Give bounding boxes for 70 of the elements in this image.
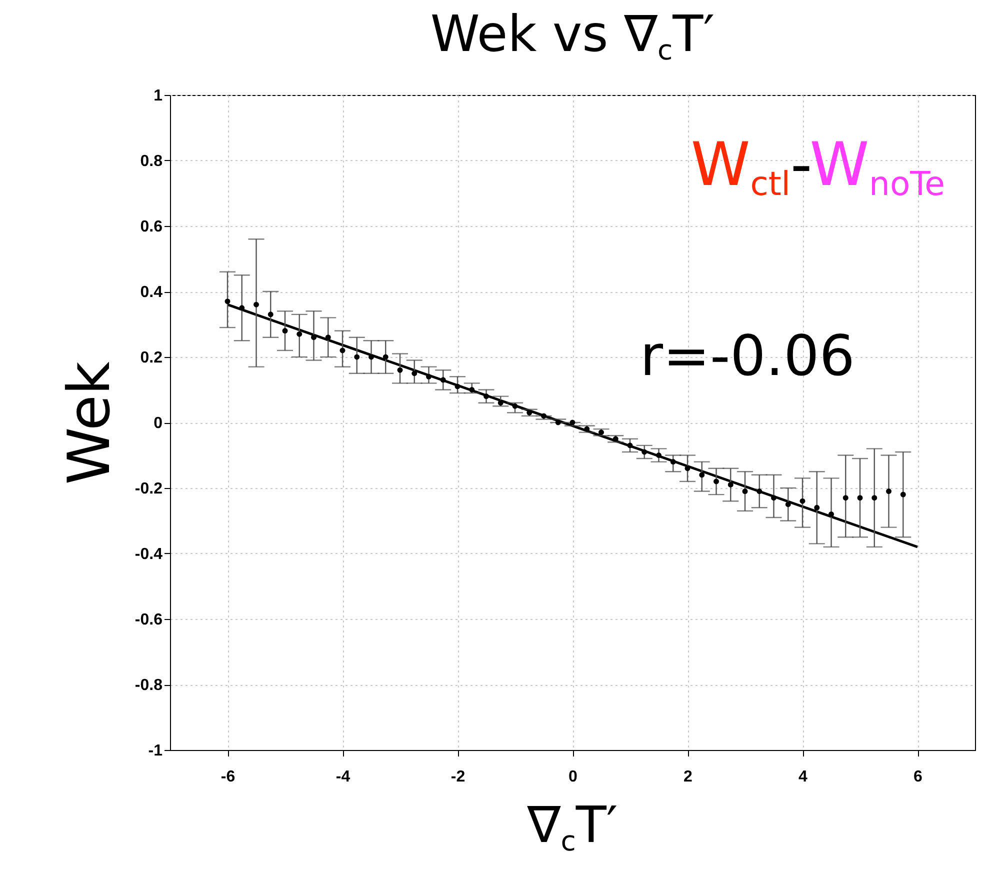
point [282,328,288,334]
x-tick-label: 0 [568,768,578,786]
point [397,367,403,373]
point [670,459,676,465]
point [541,413,546,419]
point [814,504,820,510]
point [714,478,719,484]
point [627,442,633,448]
point [382,354,388,360]
point [900,492,906,498]
point [354,354,360,360]
point [484,394,489,400]
point [612,436,618,442]
point [570,420,576,426]
x-tick-label: 4 [798,768,808,786]
point [857,495,863,501]
point [512,403,518,409]
annotation: W$_{ctl}$-W$_{noTe}$ [690,130,945,205]
x-axis-title: ∇$_{c}$T′ [526,795,619,860]
point [584,426,590,432]
x-tick-label: -6 [220,768,236,786]
point [325,334,331,340]
y-tick-label: 0.4 [140,284,163,301]
point [872,495,878,501]
point [828,511,834,517]
point [756,488,762,494]
y-tick-label: -0.6 [134,612,163,628]
point [469,387,475,392]
annotation: r=-0.06 [640,323,855,391]
y-tick-label: 0 [154,415,163,432]
y-tick-label: 1 [154,88,163,104]
y-tick-label: -0.8 [134,677,163,694]
x-tick-label: 6 [914,768,923,786]
point [340,348,346,354]
point [311,334,316,340]
y-tick-label: -0.2 [134,480,163,498]
x-tick-label: -4 [336,768,350,786]
y-tick-label: 0.6 [140,218,163,236]
point [440,377,446,383]
point [728,482,734,488]
point [296,331,302,337]
point [368,354,374,360]
point [656,452,662,458]
point [239,305,245,311]
point [224,298,230,304]
point [498,400,504,406]
point [684,466,690,472]
point [454,384,460,390]
point [785,502,791,508]
point [886,488,892,494]
point [555,420,561,426]
x-tick-label: -2 [450,768,466,786]
point [800,498,806,504]
point [771,495,776,501]
point [526,410,532,416]
point [842,495,848,501]
point [642,449,648,455]
point [268,312,274,318]
chart-title: Wek vs ∇$_{c}$T′ [429,4,716,68]
point [412,370,418,376]
y-tick-label: 0.8 [140,153,163,170]
y-tick-label: -1 [148,742,163,760]
point [742,488,748,494]
point [699,472,705,478]
y-axis-title: Wek [54,360,123,485]
x-tick-label: 2 [684,768,693,786]
point [254,302,259,308]
point [426,374,432,380]
y-tick-label: -0.4 [134,546,163,563]
y-tick-label: 0.2 [140,350,163,366]
